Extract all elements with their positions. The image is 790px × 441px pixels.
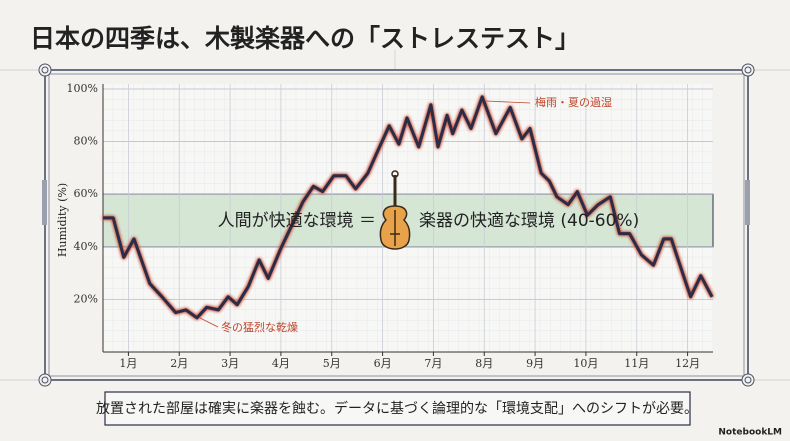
annotation: 梅雨・夏の過湿 [535, 95, 612, 109]
annotation-leader [485, 100, 531, 104]
x-tick-label: 6月 [374, 357, 392, 370]
annotation: 冬の猛烈な乾燥 [221, 320, 298, 334]
x-tick-label: 10月 [573, 357, 598, 370]
x-tick-label: 4月 [272, 357, 290, 370]
x-tick-label: 12月 [675, 357, 700, 370]
footer-message: 放置された部屋は確実に楽器を蝕む。データに基づく論理的な「環境支配」へのシフトが… [96, 400, 698, 417]
y-tick-label: 40% [74, 240, 98, 253]
x-tick-label: 9月 [526, 357, 544, 370]
violin-icon [379, 170, 411, 250]
y-axis-label: Humidity (%) [56, 183, 69, 257]
x-tick-label: 2月 [170, 357, 188, 370]
y-tick-label: 100% [67, 82, 98, 95]
humidity-line [103, 95, 714, 320]
y-tick-label: 20% [74, 292, 98, 305]
x-tick-label: 5月 [323, 357, 341, 370]
annotation-leader [199, 317, 219, 328]
band-label: 楽器の快適な環境 (40-60%) [419, 211, 639, 231]
x-tick-label: 11月 [624, 357, 649, 370]
x-tick-label: 8月 [475, 357, 493, 370]
x-tick-label: 7月 [424, 357, 442, 370]
frame [0, 50, 790, 387]
slide-title: 日本の四季は、木製楽器への「ストレステスト」 [30, 24, 580, 53]
footer-box [104, 391, 691, 426]
y-tick-label: 80% [74, 135, 98, 148]
y-tick-label: 60% [74, 187, 98, 200]
band-label: 人間が快適な環境 ＝ [218, 211, 376, 231]
brand: NotebookLM [718, 428, 782, 438]
x-tick-label: 3月 [221, 357, 239, 370]
x-tick-label: 1月 [119, 357, 137, 370]
